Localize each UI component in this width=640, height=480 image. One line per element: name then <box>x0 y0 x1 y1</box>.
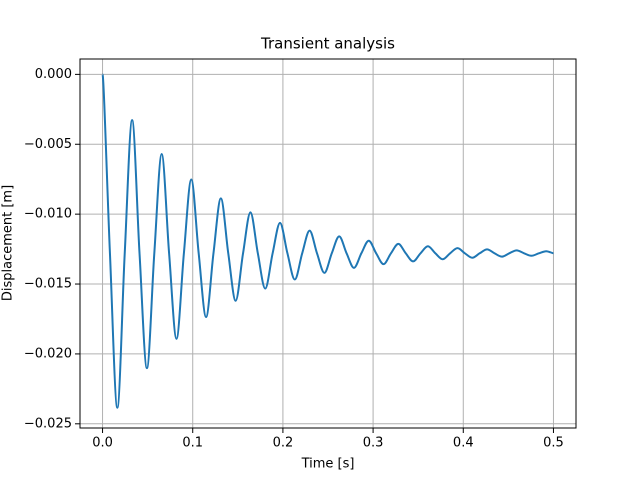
x-tick-label: 0.3 <box>363 436 384 451</box>
y-tick-label: −0.025 <box>24 416 72 431</box>
y-tick-label: −0.020 <box>24 346 72 361</box>
y-tick-label: −0.005 <box>24 137 72 152</box>
y-tick-label: 0.000 <box>35 67 72 82</box>
x-axis-label: Time [s] <box>301 457 355 472</box>
chart-title: Transient analysis <box>260 35 395 53</box>
y-axis-label: Displacement [m] <box>1 185 16 301</box>
x-tick-label: 0.0 <box>92 436 113 451</box>
x-tick-label: 0.5 <box>543 436 564 451</box>
x-tick-label: 0.2 <box>273 436 294 451</box>
data-line <box>101 73 554 409</box>
x-tick-label: 0.4 <box>453 436 474 451</box>
axes-frame <box>79 58 577 429</box>
x-tick-label: 0.1 <box>182 436 203 451</box>
y-tick-label: −0.015 <box>24 277 72 292</box>
y-tick-label: −0.010 <box>24 207 72 222</box>
